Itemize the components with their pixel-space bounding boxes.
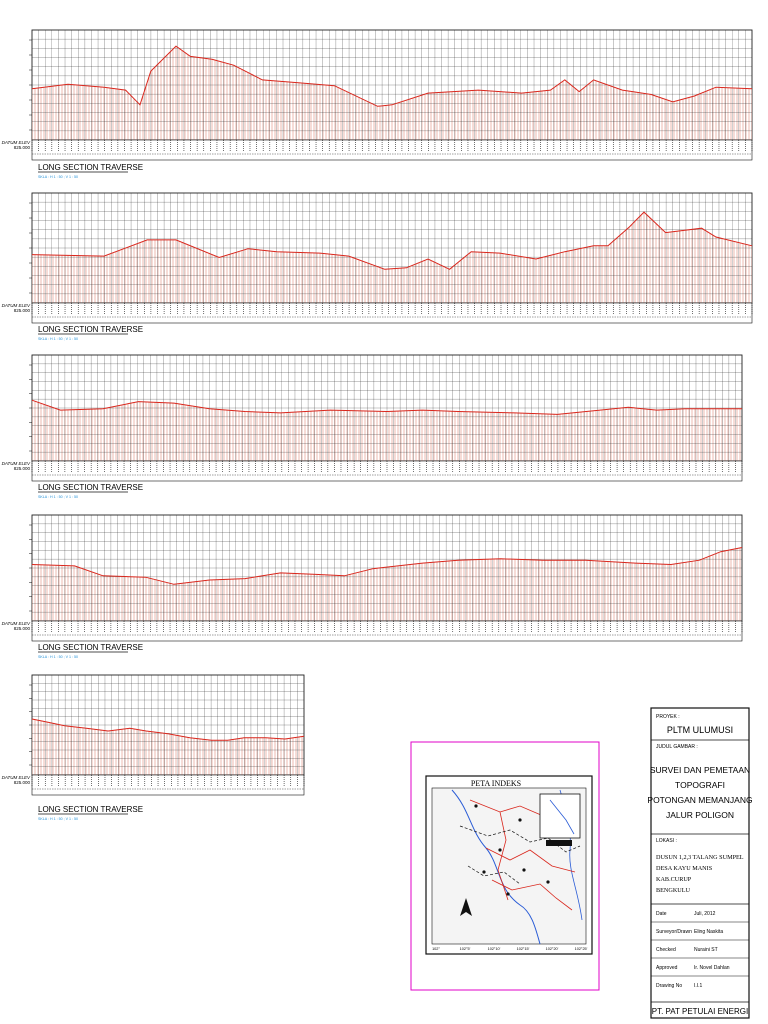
station-table bbox=[31, 460, 743, 482]
company-name: PT. PAT PETULAI ENERGI bbox=[652, 1007, 748, 1016]
scale-note: SKLA : H 1 : 50 ; V 1 : 50 bbox=[38, 495, 78, 499]
index-tick-label: 102° bbox=[432, 947, 440, 951]
datum-value: 825.000 bbox=[14, 145, 31, 150]
river-line bbox=[451, 789, 541, 945]
field-label: Drawing No bbox=[656, 983, 682, 989]
field-value: Ir. Novel Dahlan bbox=[694, 965, 730, 971]
datum-value: 825.000 bbox=[14, 780, 31, 785]
scale-bar bbox=[546, 840, 572, 846]
index-tick-label: 102°25' bbox=[575, 947, 588, 951]
station-table bbox=[31, 620, 743, 642]
section-caption: LONG SECTION TRAVERSE bbox=[38, 483, 143, 492]
section-caption: LONG SECTION TRAVERSE bbox=[38, 805, 143, 814]
location-line-2: DESA KAYU MANIS bbox=[656, 865, 713, 872]
place-markers bbox=[474, 804, 550, 896]
location-line-1: DUSUN 1,2,3 TALANG SUMPEL bbox=[656, 854, 744, 861]
index-map-tick-labels: 102° 102°5' 102°10' 102°15' 102°20' 102°25' bbox=[432, 947, 588, 951]
index-map-title: PETA INDEKS bbox=[471, 779, 521, 788]
drawing-title-line-4: JALUR POLIGON bbox=[666, 810, 734, 820]
station-table bbox=[31, 302, 753, 324]
drawing-title-label: JUDUL GAMBAR : bbox=[656, 744, 698, 750]
title-block-frame bbox=[650, 707, 750, 1019]
location-line-3: KAB.CURUP bbox=[656, 876, 692, 883]
datum-label: DATUM ELEV bbox=[2, 140, 31, 145]
index-tick-label: 102°15' bbox=[517, 947, 530, 951]
station-table bbox=[31, 139, 753, 161]
datum-value: 825.000 bbox=[14, 626, 31, 631]
section-caption: LONG SECTION TRAVERSE bbox=[38, 163, 143, 172]
location-line-4: BENGKULU bbox=[656, 887, 691, 894]
index-inset-frame bbox=[539, 793, 581, 839]
road-line bbox=[491, 879, 573, 911]
index-tick-label: 102°10' bbox=[488, 947, 501, 951]
section-caption: LONG SECTION TRAVERSE bbox=[38, 643, 143, 652]
datum-label: DATUM ELEV bbox=[2, 303, 31, 308]
inset-river bbox=[549, 799, 575, 835]
title-block: PROYEK : PLTM ULUMUSI JUDUL GAMBAR : SUR… bbox=[647, 707, 753, 1019]
field-label: Approved bbox=[656, 965, 678, 971]
index-map: PETA INDEKS 102° 102°5' 102°10' 102°15' 102°… bbox=[410, 741, 600, 991]
index-tick-label: 102°5' bbox=[460, 947, 471, 951]
boundary-line bbox=[459, 825, 581, 853]
station-table bbox=[31, 774, 305, 796]
index-map-frame bbox=[410, 741, 600, 991]
scale-note: SKLA : H 1 : 50 ; V 1 : 50 bbox=[38, 175, 78, 179]
chart-grid bbox=[32, 675, 304, 775]
field-value: Nuraini ST bbox=[694, 947, 718, 953]
field-label: Date bbox=[656, 911, 667, 917]
scale-note: SKLA : H 1 : 50 ; V 1 : 50 bbox=[38, 337, 78, 341]
profile-series-line bbox=[31, 718, 305, 741]
road-line bbox=[497, 811, 509, 901]
chart-grid bbox=[32, 193, 752, 303]
project-name: PLTM ULUMUSI bbox=[667, 725, 733, 735]
title-block-fields: Date Juli, 2012 Surveyor/Drawn Eling Naskit… bbox=[651, 911, 749, 989]
project-label: PROYEK : bbox=[656, 714, 680, 720]
location-label: LOKASI : bbox=[656, 838, 677, 844]
section-caption: LONG SECTION TRAVERSE bbox=[38, 325, 143, 334]
profile-series-line bbox=[31, 547, 743, 585]
field-value: Juli, 2012 bbox=[694, 911, 716, 917]
drawing-title-line-1: SURVEI DAN PEMETAAN bbox=[650, 765, 750, 775]
datum-label: DATUM ELEV bbox=[2, 621, 31, 626]
field-value: I.I.1 bbox=[694, 983, 703, 989]
datum-value: 825.000 bbox=[14, 308, 31, 313]
field-label: Surveyor/Drawn bbox=[656, 929, 692, 935]
scale-note: SKLA : H 1 : 50 ; V 1 : 50 bbox=[38, 655, 78, 659]
field-label: Checked bbox=[656, 947, 676, 953]
north-arrow-icon bbox=[460, 898, 472, 916]
index-tick-label: 102°20' bbox=[546, 947, 559, 951]
field-value: Eling Naskita bbox=[694, 929, 723, 935]
drawing-title-line-3: POTONGAN MEMANJANG bbox=[647, 795, 752, 805]
scale-note: SKLA : H 1 : 50 ; V 1 : 50 bbox=[38, 817, 78, 821]
profile-series-line bbox=[31, 45, 753, 107]
chart-grid bbox=[32, 355, 742, 461]
drawing-title-line-2: TOPOGRAFI bbox=[675, 780, 725, 790]
chart-grid bbox=[32, 515, 742, 621]
datum-label: DATUM ELEV bbox=[2, 775, 31, 780]
datum-value: 825.000 bbox=[14, 466, 31, 471]
profile-series-line bbox=[31, 399, 742, 415]
datum-label: DATUM ELEV bbox=[2, 461, 31, 466]
profile-series-line bbox=[31, 211, 753, 270]
